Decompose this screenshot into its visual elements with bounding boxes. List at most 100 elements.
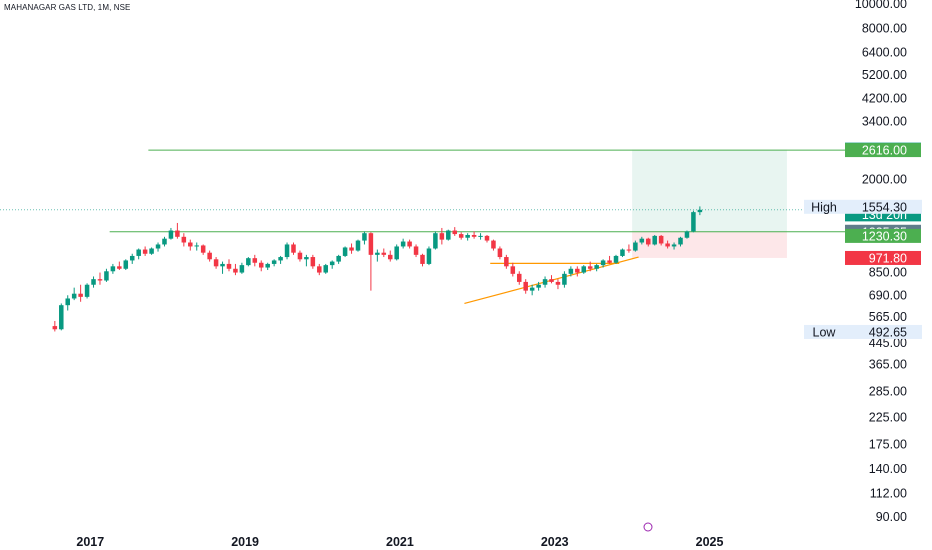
candle: [155, 242, 161, 252]
candle: [478, 233, 483, 240]
candle: [291, 242, 296, 255]
candle: [594, 263, 599, 272]
candle: [581, 265, 587, 274]
candle: [678, 236, 683, 247]
candle-body: [342, 247, 348, 256]
candle-body: [362, 233, 367, 241]
candle: [65, 295, 70, 311]
candle-body: [433, 233, 438, 249]
y-tick-label: 2000.00: [862, 172, 907, 186]
y-tick-label: 8000.00: [862, 21, 907, 35]
candle-body: [349, 247, 354, 251]
candle: [600, 259, 606, 268]
chart-title: MAHANAGAR GAS LTD, 1M, NSE: [4, 3, 131, 12]
price-tag-label: 2616.00: [862, 144, 907, 158]
candle: [226, 259, 232, 272]
price-tag: 1230.30: [845, 228, 921, 243]
candle-body: [568, 268, 574, 274]
candle: [542, 276, 548, 288]
candle-body: [181, 236, 187, 243]
candle-body: [213, 259, 219, 267]
candle-body: [387, 254, 393, 260]
candle: [355, 239, 361, 252]
candles: [52, 206, 703, 332]
candle-body: [458, 234, 464, 238]
y-tick-label: 112.00: [870, 486, 907, 500]
candle-body: [175, 230, 180, 237]
candle-body: [155, 244, 161, 249]
candle: [381, 248, 387, 258]
candle-body: [491, 240, 496, 249]
candle: [175, 222, 180, 239]
candle: [646, 237, 651, 247]
candle: [207, 250, 212, 262]
x-tick-label: 2023: [541, 535, 569, 549]
candle-body: [452, 230, 458, 235]
candle-body: [297, 252, 303, 260]
candle: [633, 240, 638, 252]
price-tag-bg: [845, 143, 921, 158]
candle-body: [200, 245, 206, 253]
y-tick-label: 445.00: [869, 336, 907, 350]
y-tick-label: 140.00: [869, 462, 907, 476]
candle-body: [549, 279, 554, 282]
candle-body: [555, 281, 561, 285]
price-tag-label: 1230.30: [862, 229, 907, 243]
candle-body: [71, 293, 77, 299]
candle: [52, 320, 58, 332]
candle: [446, 229, 451, 241]
candle-body: [375, 252, 380, 255]
candle: [142, 246, 148, 256]
candle-body: [162, 238, 167, 245]
candle-body: [97, 279, 103, 281]
candle: [252, 254, 258, 267]
candle: [342, 246, 348, 258]
low-label-bg: [804, 324, 922, 339]
candle: [220, 261, 225, 274]
candle: [317, 263, 322, 276]
candle-body: [233, 268, 238, 273]
candle-body: [529, 287, 535, 291]
low-label-title: Low: [813, 325, 837, 339]
candle: [91, 276, 96, 288]
candle: [368, 232, 374, 291]
candle-body: [413, 246, 419, 255]
candle: [136, 248, 141, 260]
candle-body: [394, 246, 399, 260]
y-tick-label: 225.00: [869, 410, 907, 424]
candle-body: [671, 244, 677, 247]
candle-body: [400, 241, 406, 247]
candle: [387, 250, 393, 262]
candle: [349, 243, 354, 254]
candle-body: [613, 255, 619, 263]
candle-body: [207, 252, 212, 260]
price-tag: 971.80: [845, 250, 921, 265]
candle: [529, 284, 535, 296]
candle: [375, 249, 380, 262]
candle: [329, 260, 335, 269]
candle: [439, 227, 445, 245]
candle-body: [439, 233, 445, 240]
candle-body: [381, 252, 387, 255]
y-tick-label: 365.00: [869, 358, 907, 372]
candle-body: [194, 245, 199, 247]
candle: [162, 236, 167, 247]
price-axis: 10000.00 8000.00 6400.00 5200.00 4200.00 3400…: [855, 0, 907, 524]
candle-body: [639, 238, 645, 243]
candle: [620, 248, 625, 258]
candle-body: [117, 266, 122, 269]
high-label-bg: [804, 199, 922, 214]
y-tick-label: 5200.00: [862, 68, 907, 82]
candle: [400, 238, 406, 249]
candle-body: [220, 263, 225, 267]
candle: [516, 271, 522, 285]
event-marker-icon: [643, 522, 653, 532]
candle-body: [291, 244, 296, 253]
candle-body: [129, 255, 135, 261]
candle-body: [142, 249, 148, 254]
candle: [246, 257, 251, 267]
candle-body: [284, 244, 290, 258]
candle: [471, 231, 477, 239]
candle: [71, 287, 77, 301]
